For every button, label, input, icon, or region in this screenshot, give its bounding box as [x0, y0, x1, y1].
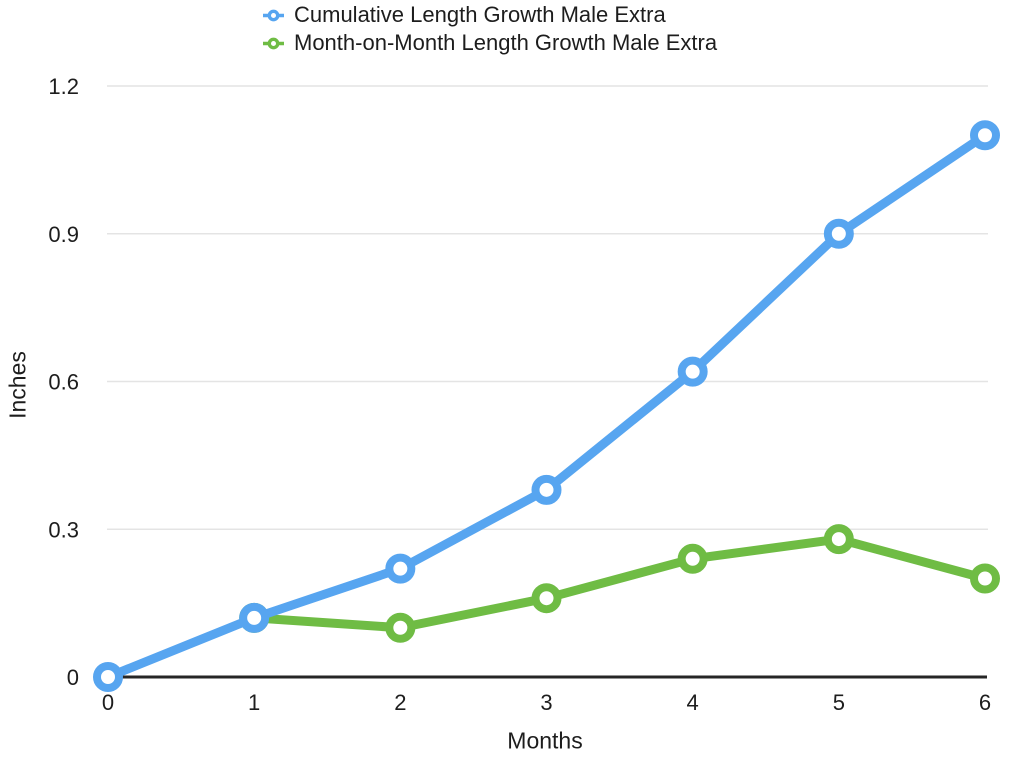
data-point-marker: [677, 543, 708, 574]
data-point-marker: [385, 553, 416, 584]
line-point-icon: [263, 37, 284, 49]
legend-item-month-on-month: Month-on-Month Length Growth Male Extra: [262, 29, 717, 57]
data-point-marker: [531, 474, 562, 505]
data-point-marker: [823, 218, 854, 249]
data-point-marker: [970, 120, 1000, 151]
x-tick-label: 6: [979, 690, 991, 715]
legend-label-month-on-month: Month-on-Month Length Growth Male Extra: [294, 30, 718, 55]
data-point-marker: [239, 602, 270, 633]
line-point-icon: [263, 9, 284, 21]
y-tick-label: 0.3: [48, 517, 79, 542]
x-tick-label: 1: [248, 690, 260, 715]
legend-item-cumulative: Cumulative Length Growth Male Extra: [262, 1, 717, 29]
x-axis-title: Months: [507, 727, 583, 754]
y-tick-label: 0.9: [48, 222, 79, 247]
x-tick-label: 3: [540, 690, 552, 715]
data-point-marker: [970, 563, 1000, 594]
y-tick-label: 1.2: [48, 74, 79, 99]
data-point-marker: [677, 356, 708, 387]
y-axis-title: Inches: [4, 351, 31, 419]
series-line: [249, 534, 990, 633]
x-tick-label: 4: [687, 690, 699, 715]
x-tick-label: 2: [394, 690, 406, 715]
y-tick-label: 0.6: [48, 370, 79, 395]
data-point-marker: [823, 524, 854, 555]
data-point-marker: [93, 662, 123, 692]
x-tick-label: 0: [102, 690, 114, 715]
legend: Cumulative Length Growth Male Extra Mont…: [262, 1, 717, 57]
legend-label-cumulative: Cumulative Length Growth Male Extra: [294, 2, 666, 27]
y-tick-label: 0: [67, 665, 79, 690]
x-tick-label: 5: [833, 690, 845, 715]
data-point-marker: [385, 612, 416, 643]
data-point-marker: [531, 583, 562, 614]
